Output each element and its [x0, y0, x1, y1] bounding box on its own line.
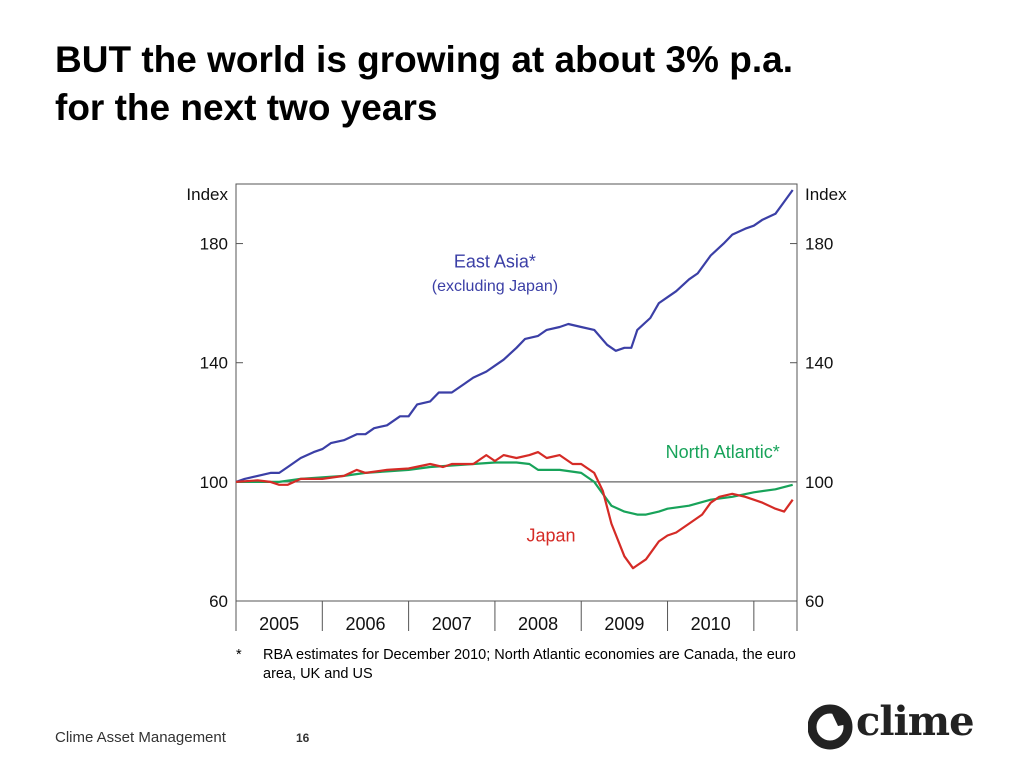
chart-footnote: * RBA estimates for December 2010; North…: [236, 646, 796, 684]
x-tick-label: 2008: [518, 614, 558, 634]
series-line-1: [236, 461, 793, 516]
x-tick-label: 2006: [345, 614, 385, 634]
series-line-0: [235, 189, 794, 483]
footnote-mark: *: [236, 647, 242, 663]
clime-logo-wordmark: clime: [856, 698, 975, 745]
series-label-east-asia-note: (excluding Japan): [432, 278, 558, 295]
series-line-2: [235, 451, 794, 570]
series-label-east-asia: East Asia*: [454, 251, 536, 271]
footnote-text: RBA estimates for December 2010; North A…: [263, 647, 796, 682]
y-tick-label-left: 140: [200, 354, 228, 373]
y-tick-label-right: 100: [805, 473, 833, 492]
x-tick-label: 2005: [259, 614, 299, 634]
slide-title-line-2: for the next two years: [55, 87, 438, 128]
slide-title: BUT the world is growing at about 3% p.a…: [55, 36, 995, 132]
x-tick-label: 2009: [604, 614, 644, 634]
plot-frame: [235, 183, 798, 602]
clime-logo: clime: [808, 698, 993, 750]
footer-page-number: 16: [296, 731, 310, 745]
y-tick-label-left: 60: [209, 592, 228, 611]
y-tick-label-left: 100: [200, 473, 228, 492]
footer-company-name: Clime Asset Management: [55, 729, 226, 746]
y-axis-label-left: Index: [186, 185, 228, 204]
y-axis-label-right: Index: [805, 185, 847, 204]
series-label-japan: Japan: [526, 525, 575, 545]
series-label-north-atlantic: North Atlantic*: [666, 442, 780, 462]
slide-title-line-1: BUT the world is growing at about 3% p.a…: [55, 39, 793, 80]
y-tick-label-right: 180: [805, 235, 833, 254]
y-tick-label-right: 140: [805, 354, 833, 373]
x-tick-label: 2010: [691, 614, 731, 634]
y-tick-label-right: 60: [805, 592, 824, 611]
x-tick-label: 2007: [432, 614, 472, 634]
y-tick-label-left: 180: [200, 235, 228, 254]
clime-logo-icon: [808, 704, 853, 750]
